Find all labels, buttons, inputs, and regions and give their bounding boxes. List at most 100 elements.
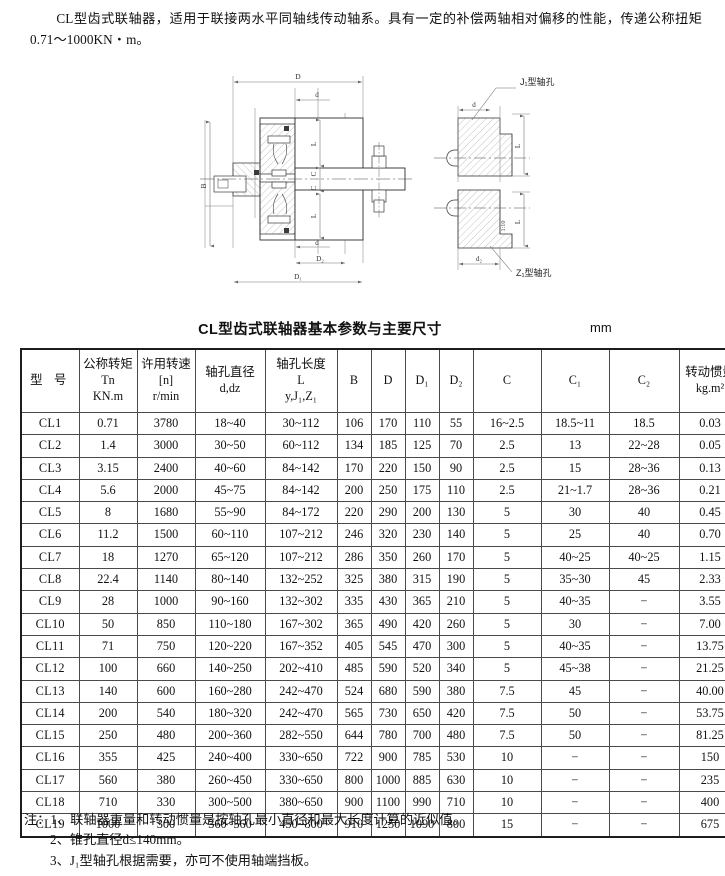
footnotes: 注：1、联轴器重量和转动惯量是按轴孔最小直径和最大长度计算的近似值。 2、锥孔直… [24,810,704,871]
cell-r8-c8: 210 [438,590,474,614]
cell-r0-c8: 55 [438,411,474,436]
cell-r3-c3: 45~75 [194,478,266,503]
footnote-item-2: 2、锥孔直径d≤140mm。 [50,832,190,848]
cell-r13-c7: 650 [404,701,440,726]
dim-label-dz-right: d₂ [476,255,483,263]
table-row: CL17 560 380 260~450 330~650 800 1000 885 630 10−… [20,768,725,793]
cell-model: CL12 [20,657,80,681]
cell-r10-c7: 470 [404,634,440,659]
column-header-0-line-0: 型 号 [30,373,71,388]
cell-r13-c9: 7.5 [472,701,542,726]
cell-r11-c6: 590 [370,657,406,681]
cell-r6-c10: 40~25 [540,545,610,570]
table-row: CL1 0.71 3780 18~40 30~112 106 170 110 55 16~2.5 1… [20,411,725,436]
cell-r16-c8: 630 [438,768,474,793]
column-header-10-line-0: C₁ [568,373,582,388]
column-header-11-line-0: C₂ [637,373,651,388]
cell-r7-c4: 132~252 [264,568,338,592]
table-caption: CL型齿式联轴器基本参数与主要尺寸 mm [20,318,710,342]
cell-r4-c3: 55~90 [194,501,266,525]
cell-r14-c5: 644 [336,724,372,748]
cell-r7-c7: 315 [404,568,440,592]
cell-r16-c2: 380 [136,768,196,793]
cell-model: CL17 [20,768,80,793]
cell-r10-c9: 5 [472,634,542,659]
cell-r12-c9: 7.5 [472,679,542,703]
caption-z1-shaft-hole: Z₁型轴孔 [516,267,552,278]
cell-r3-c8: 110 [438,478,474,503]
cell-r6-c4: 107~212 [264,545,338,570]
cell-model: CL13 [20,679,80,703]
cell-r13-c12: 53.75 [678,701,725,726]
cell-r17-c8: 710 [438,791,474,815]
cell-r2-c12: 0.13 [678,456,725,480]
cell-r16-c4: 330~650 [264,768,338,793]
cell-r9-c4: 167~302 [264,612,338,636]
column-header-1-line-2: KN.m [92,388,124,403]
cell-r5-c12: 0.70 [678,523,725,547]
cell-r16-c1: 560 [78,768,138,793]
cell-r13-c1: 200 [78,701,138,726]
cell-r5-c10: 25 [540,523,610,547]
column-header-2-line-2: r/min [152,388,180,403]
cell-r0-c6: 170 [370,411,406,436]
cell-r11-c11: − [608,657,680,681]
cell-model: CL15 [20,724,80,748]
cell-r4-c6: 290 [370,501,406,525]
cell-r4-c9: 5 [472,501,542,525]
table-row: CL11 71 750 120~220 167~352 405 545 470 300 5 40~3… [20,634,725,659]
cell-r1-c12: 0.05 [678,434,725,458]
cell-r1-c2: 3000 [136,434,196,458]
table-row: CL13 140 600 160~280 242~470 524 680 590 380 7.5 4… [20,679,725,703]
cell-r6-c2: 1270 [136,545,196,570]
cell-r5-c8: 140 [438,523,474,547]
cell-r9-c12: 7.00 [678,612,725,636]
cell-r1-c9: 2.5 [472,434,542,458]
technical-drawing: D d B [200,58,630,298]
cell-r5-c2: 1500 [136,523,196,547]
cell-r10-c11: − [608,634,680,659]
cell-r8-c2: 1000 [136,590,196,614]
cell-r14-c9: 7.5 [472,724,542,748]
cell-r11-c5: 485 [336,657,372,681]
cell-r18-c1: 1000 [78,813,138,838]
table-row: CL9 28 1000 90~160 132~302 335 430 365 210 5 40~35… [20,590,725,614]
column-header-4-line-0: 轴孔长度 [276,357,326,372]
cell-r13-c6: 730 [370,701,406,726]
footnote-3: 3、J₁型轴孔根据需要，亦可不使用轴端挡板。 [24,851,704,871]
cell-r0-c1: 0.71 [78,411,138,436]
cell-r5-c9: 5 [472,523,542,547]
cell-r2-c7: 150 [404,456,440,480]
cell-r16-c3: 260~450 [194,768,266,793]
cell-r10-c5: 405 [336,634,372,659]
cell-r11-c2: 660 [136,657,196,681]
cell-r18-c12: 675 [678,813,725,838]
cell-r3-c12: 0.21 [678,478,725,503]
cell-r11-c8: 340 [438,657,474,681]
column-header-3-line-1: d,dz [219,381,241,396]
cell-r4-c2: 1680 [136,501,196,525]
column-header-5-line-0: B [349,373,359,388]
cell-r1-c4: 60~112 [264,434,338,458]
table-row: CL3 3.15 2400 40~60 84~142 170 220 150 90 2.5 15 28… [20,456,725,480]
cell-model: CL2 [20,434,80,458]
dim-label-D2: D₂ [316,255,324,263]
cell-r12-c5: 524 [336,679,372,703]
cell-r6-c12: 1.15 [678,545,725,570]
cell-model: CL19 [20,813,80,838]
column-header-8-line-0: D₂ [449,373,463,388]
column-header-1-line-1: Tn [101,373,115,388]
cell-r17-c5: 900 [336,791,372,815]
cell-r5-c6: 320 [370,523,406,547]
cell-r13-c4: 242~470 [264,701,338,726]
cell-r0-c7: 110 [404,411,440,436]
cell-r4-c1: 8 [78,501,138,525]
cell-r1-c7: 125 [404,434,440,458]
cell-r3-c6: 250 [370,478,406,503]
cell-r4-c5: 220 [336,501,372,525]
cell-r1-c11: 22~28 [608,434,680,458]
cell-r15-c1: 355 [78,746,138,770]
cell-r15-c10: − [540,746,610,770]
cell-r0-c9: 16~2.5 [472,411,542,436]
